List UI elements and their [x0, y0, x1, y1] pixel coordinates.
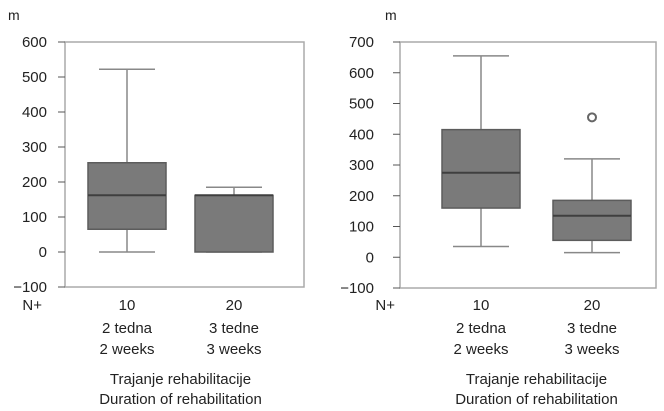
- n-row-label: N+: [375, 297, 395, 314]
- y-tick-label: −100: [340, 280, 374, 297]
- y-tick-label: 100: [349, 219, 374, 236]
- category-n-label: 10: [473, 297, 490, 314]
- category-label-slovene: 3 tedne: [567, 320, 617, 337]
- box-group-1: [441, 55, 521, 248]
- y-tick-label: 400: [22, 104, 47, 121]
- y-tick-label: 300: [22, 139, 47, 156]
- x-axis-title-slovene: Trajanje rehabilitacije: [110, 371, 251, 388]
- x-axis-title-slovene: Trajanje rehabilitacije: [466, 371, 607, 388]
- y-tick-label: −100: [13, 279, 47, 296]
- y-tick-label: 300: [349, 157, 374, 174]
- y-tick-label: 400: [349, 126, 374, 143]
- iqr-box: [441, 128, 521, 209]
- y-unit-label: m: [385, 7, 397, 23]
- y-tick-label: 200: [349, 188, 374, 205]
- y-tick-label: 200: [22, 174, 47, 191]
- iqr-box: [552, 199, 632, 242]
- y-tick-label: 100: [22, 209, 47, 226]
- y-tick-label: 700: [349, 34, 374, 51]
- outlier-point: [587, 112, 597, 123]
- x-axis-title-english: Duration of rehabilitation: [99, 391, 262, 408]
- category-label-english: 2 weeks: [99, 341, 154, 358]
- box-group-1: [87, 68, 167, 253]
- category-label-slovene: 3 tedne: [209, 320, 259, 337]
- category-label-english: 3 weeks: [206, 341, 261, 358]
- category-label-english: 2 weeks: [453, 341, 508, 358]
- box-group-2: [194, 186, 274, 253]
- category-label-english: 3 weeks: [564, 341, 619, 358]
- iqr-box: [194, 194, 274, 253]
- box-group-2: [552, 112, 632, 254]
- category-n-label: 20: [226, 297, 243, 314]
- y-tick-label: 600: [22, 34, 47, 51]
- y-tick-label: 500: [22, 69, 47, 86]
- category-label-slovene: 2 tedna: [456, 320, 507, 337]
- y-tick-label: 0: [366, 249, 374, 266]
- category-n-label: 10: [119, 297, 136, 314]
- plot-frame: [399, 41, 657, 289]
- y-tick-label: 600: [349, 65, 374, 82]
- y-tick-label: 0: [39, 244, 47, 261]
- category-n-label: 20: [584, 297, 601, 314]
- x-axis-title-english: Duration of rehabilitation: [455, 391, 618, 408]
- category-label-slovene: 2 tedna: [102, 320, 153, 337]
- n-row-label: N+: [22, 297, 42, 314]
- y-tick-label: 500: [349, 96, 374, 113]
- y-unit-label: m: [8, 7, 20, 23]
